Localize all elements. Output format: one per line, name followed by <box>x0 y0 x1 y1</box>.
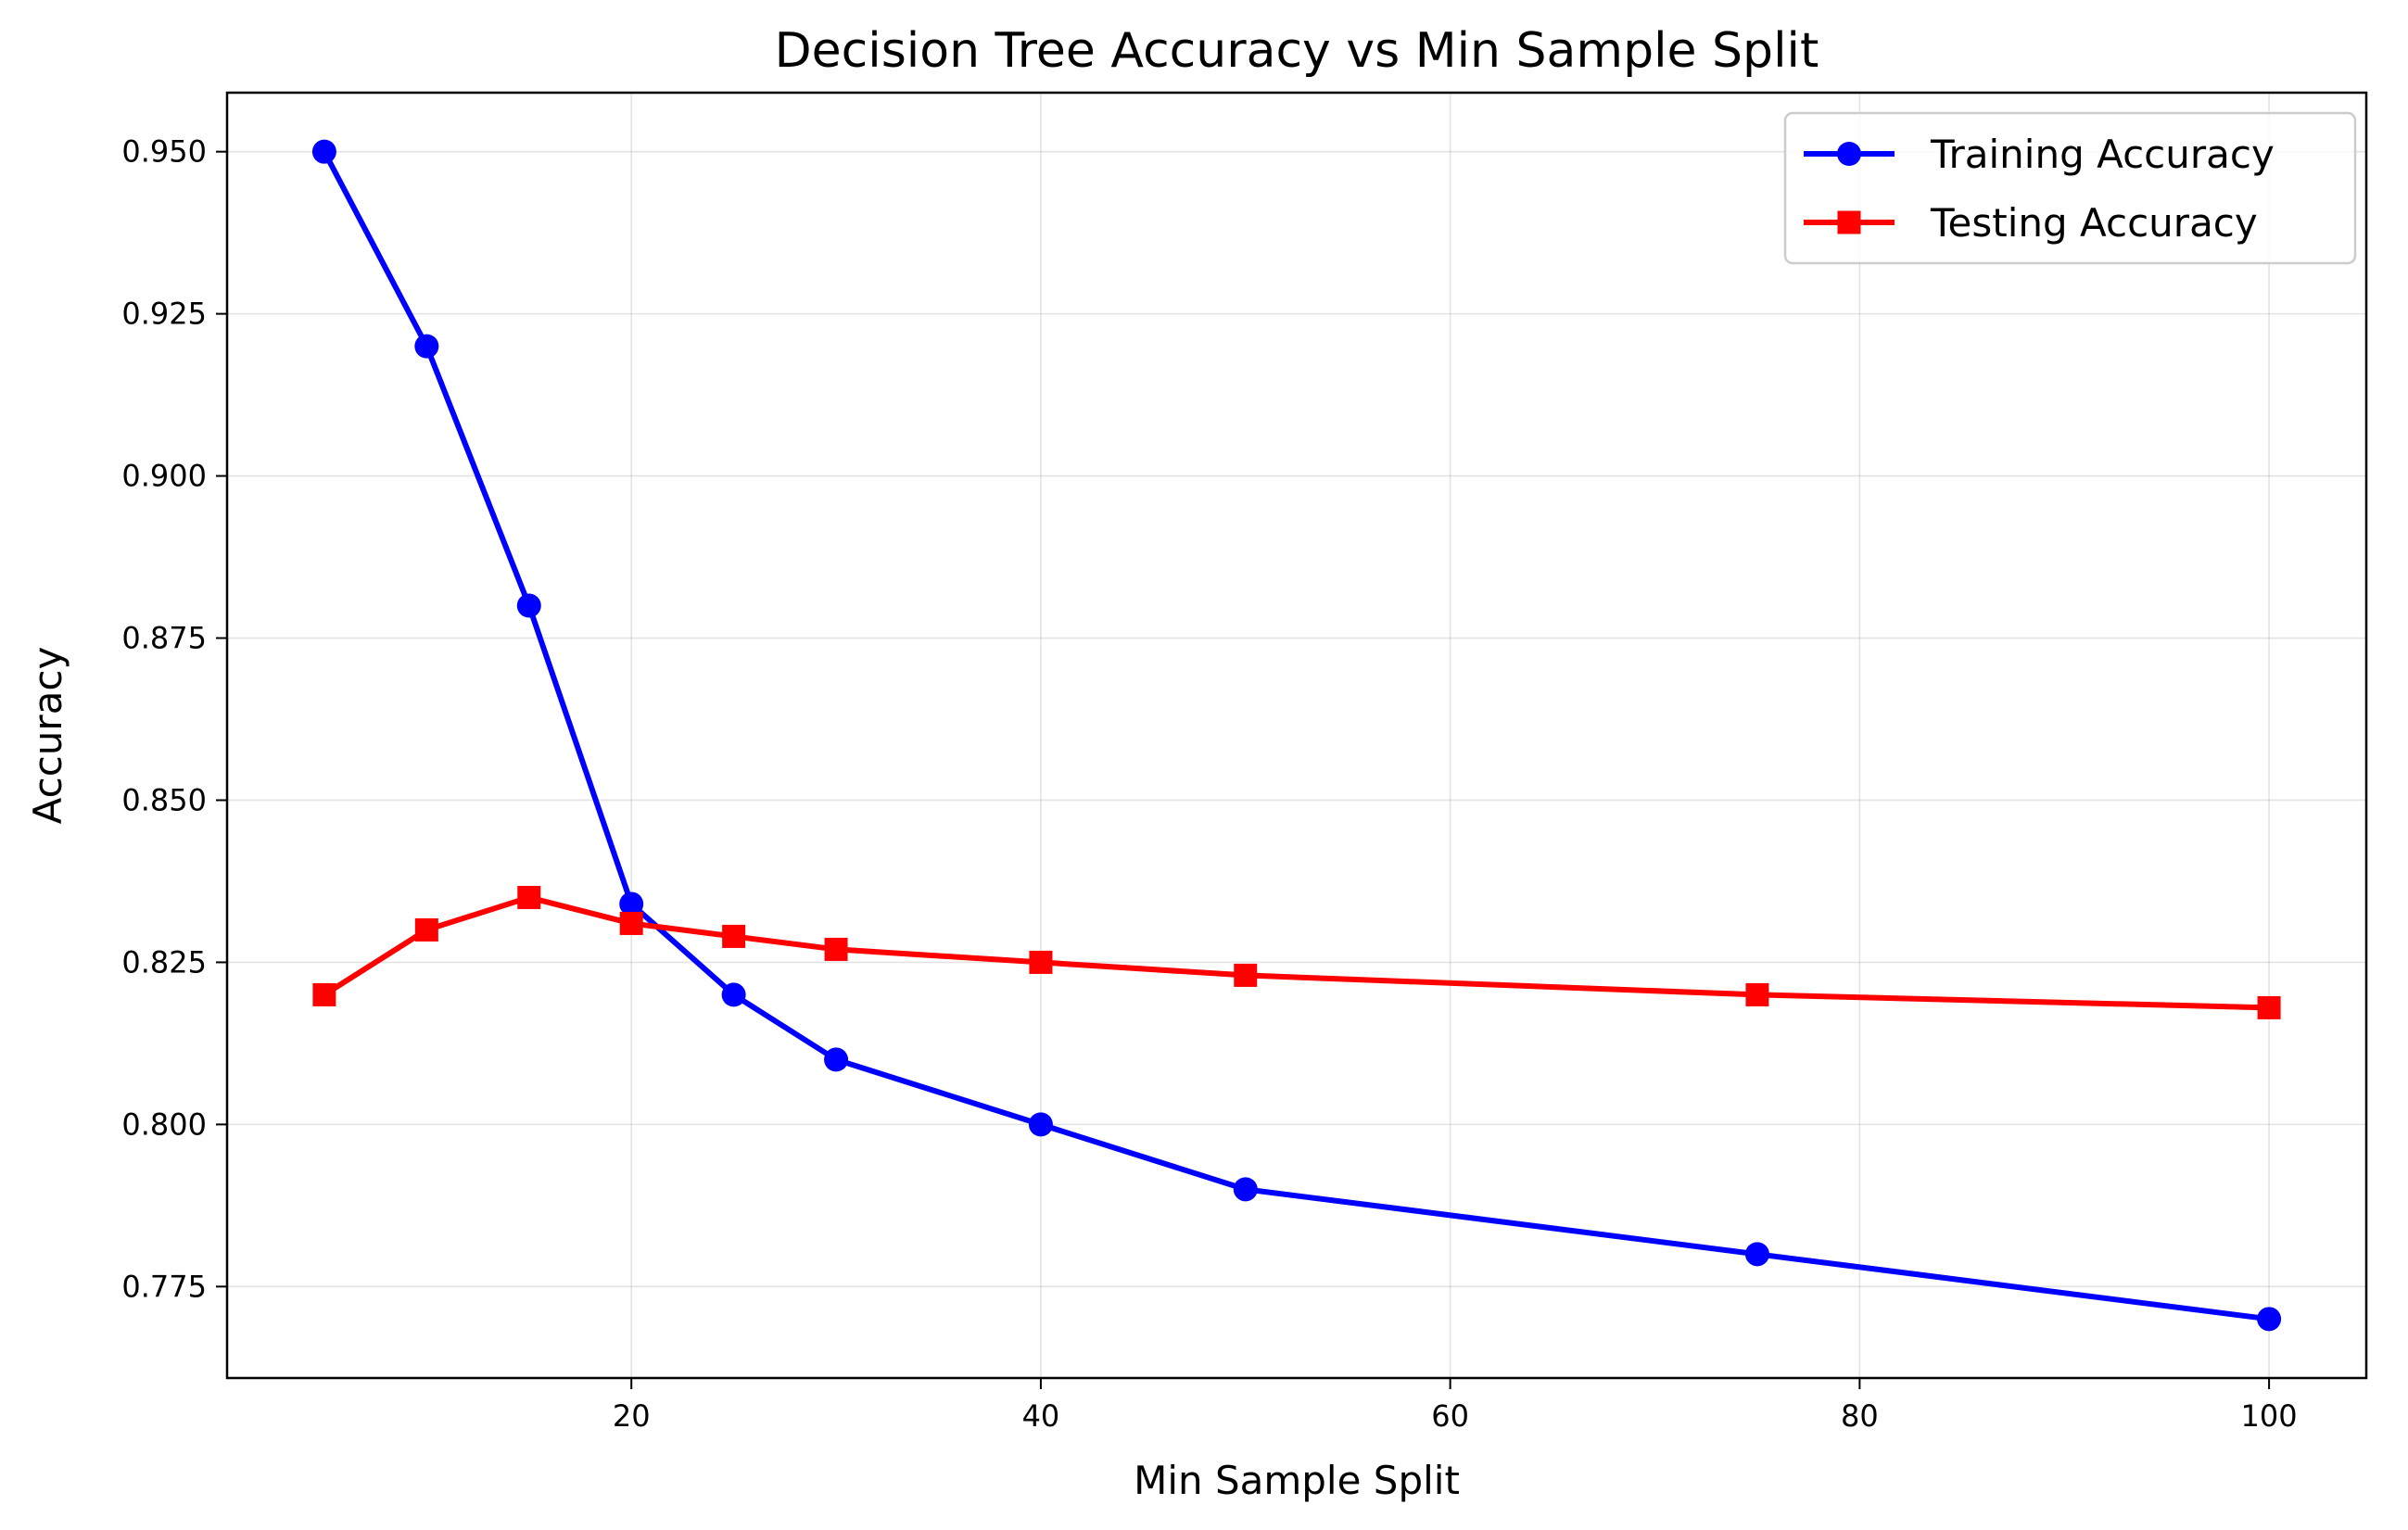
series-line-0 <box>320 147 2273 1322</box>
series-layer <box>311 139 2282 1332</box>
data-point-testing <box>619 911 643 935</box>
data-point-training <box>1744 1242 1769 1267</box>
y-tick-label: 0.775 <box>121 1269 207 1304</box>
data-point-training <box>516 593 541 618</box>
y-tick-label: 0.850 <box>121 782 207 817</box>
data-point-testing <box>1745 982 1769 1006</box>
y-tick-label: 0.925 <box>121 297 207 332</box>
data-point-training <box>721 982 746 1007</box>
y-tick-label: 0.800 <box>121 1106 207 1142</box>
data-point-training <box>2257 1307 2282 1332</box>
data-point-training <box>1028 1112 1053 1137</box>
chart-title: Decision Tree Accuracy vs Min Sample Spl… <box>775 23 1819 79</box>
legend: Training Accuracy Testing Accuracy <box>1783 111 2357 265</box>
legend-marker-testing <box>1837 210 1861 234</box>
y-tick-label: 0.900 <box>121 459 207 494</box>
data-point-training <box>824 1047 849 1072</box>
y-axis-label: Accuracy <box>25 647 70 825</box>
y-tick-label: 0.950 <box>121 134 207 170</box>
grid-lines <box>227 93 2366 1378</box>
data-point-training <box>311 139 336 164</box>
data-point-testing <box>2257 995 2281 1019</box>
axis-ticks: 20 40 60 80 100 0.775 0.800 0.825 0.850 0.875 0.90… <box>121 134 2297 1434</box>
x-axis-label: Min Sample Split <box>1134 1458 1460 1503</box>
data-point-testing <box>1029 950 1053 974</box>
x-tick-label: 80 <box>1841 1398 1879 1434</box>
legend-label-1: Testing Accuracy <box>1930 200 2258 246</box>
x-tick-label: 20 <box>613 1398 651 1434</box>
y-tick-label: 0.825 <box>121 944 207 980</box>
series-line-1 <box>320 894 2273 1011</box>
legend-label-0: Training Accuracy <box>1930 132 2275 177</box>
data-point-training <box>1233 1177 1258 1202</box>
x-tick-label: 60 <box>1431 1398 1469 1434</box>
plot-frame <box>225 91 2368 1380</box>
x-tick-label: 40 <box>1022 1398 1060 1434</box>
data-point-testing <box>312 982 336 1006</box>
data-point-testing <box>517 885 541 909</box>
legend-box <box>1783 111 2357 265</box>
data-point-testing <box>722 924 746 948</box>
data-point-testing <box>414 917 438 942</box>
data-point-testing <box>1234 963 1258 987</box>
data-point-training <box>414 334 439 359</box>
data-point-testing <box>824 937 848 961</box>
legend-marker-training <box>1837 142 1861 166</box>
x-tick-label: 100 <box>2241 1398 2298 1434</box>
y-tick-label: 0.875 <box>121 621 207 656</box>
data-point-training <box>619 891 644 917</box>
